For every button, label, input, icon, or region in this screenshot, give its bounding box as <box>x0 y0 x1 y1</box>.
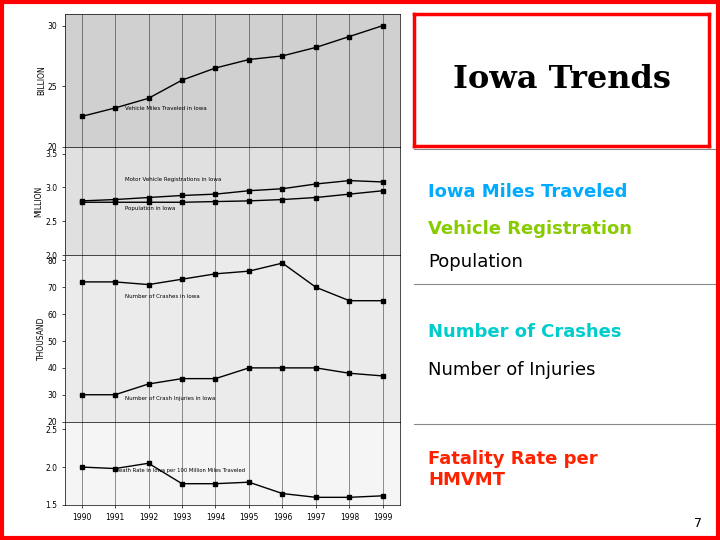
Text: Vehicle Registration: Vehicle Registration <box>428 220 632 239</box>
Text: Population in Iowa: Population in Iowa <box>125 206 176 211</box>
Text: Number of Crashes: Number of Crashes <box>428 323 622 341</box>
Text: Death Rate in Iowa per 100 Million Miles Traveled: Death Rate in Iowa per 100 Million Miles… <box>115 468 245 474</box>
Text: Vehicle Miles Traveled in Iowa: Vehicle Miles Traveled in Iowa <box>125 106 207 111</box>
Y-axis label: THOUSAND: THOUSAND <box>37 316 46 360</box>
Text: Motor Vehicle Registrations in Iowa: Motor Vehicle Registrations in Iowa <box>125 177 222 181</box>
Text: Population: Population <box>428 253 523 271</box>
Text: Iowa Miles Traveled: Iowa Miles Traveled <box>428 183 628 201</box>
Y-axis label: MILLION: MILLION <box>35 185 44 217</box>
Text: Number of Injuries: Number of Injuries <box>428 361 596 379</box>
Y-axis label: BILLION: BILLION <box>37 65 46 95</box>
Text: 7: 7 <box>694 517 702 530</box>
Text: Number of Crash Injuries in Iowa: Number of Crash Injuries in Iowa <box>125 396 215 401</box>
Text: Fatality Rate per
HMVMT: Fatality Rate per HMVMT <box>428 450 598 489</box>
Text: Number of Crashes in Iowa: Number of Crashes in Iowa <box>125 294 200 299</box>
Text: Iowa Trends: Iowa Trends <box>453 64 670 95</box>
